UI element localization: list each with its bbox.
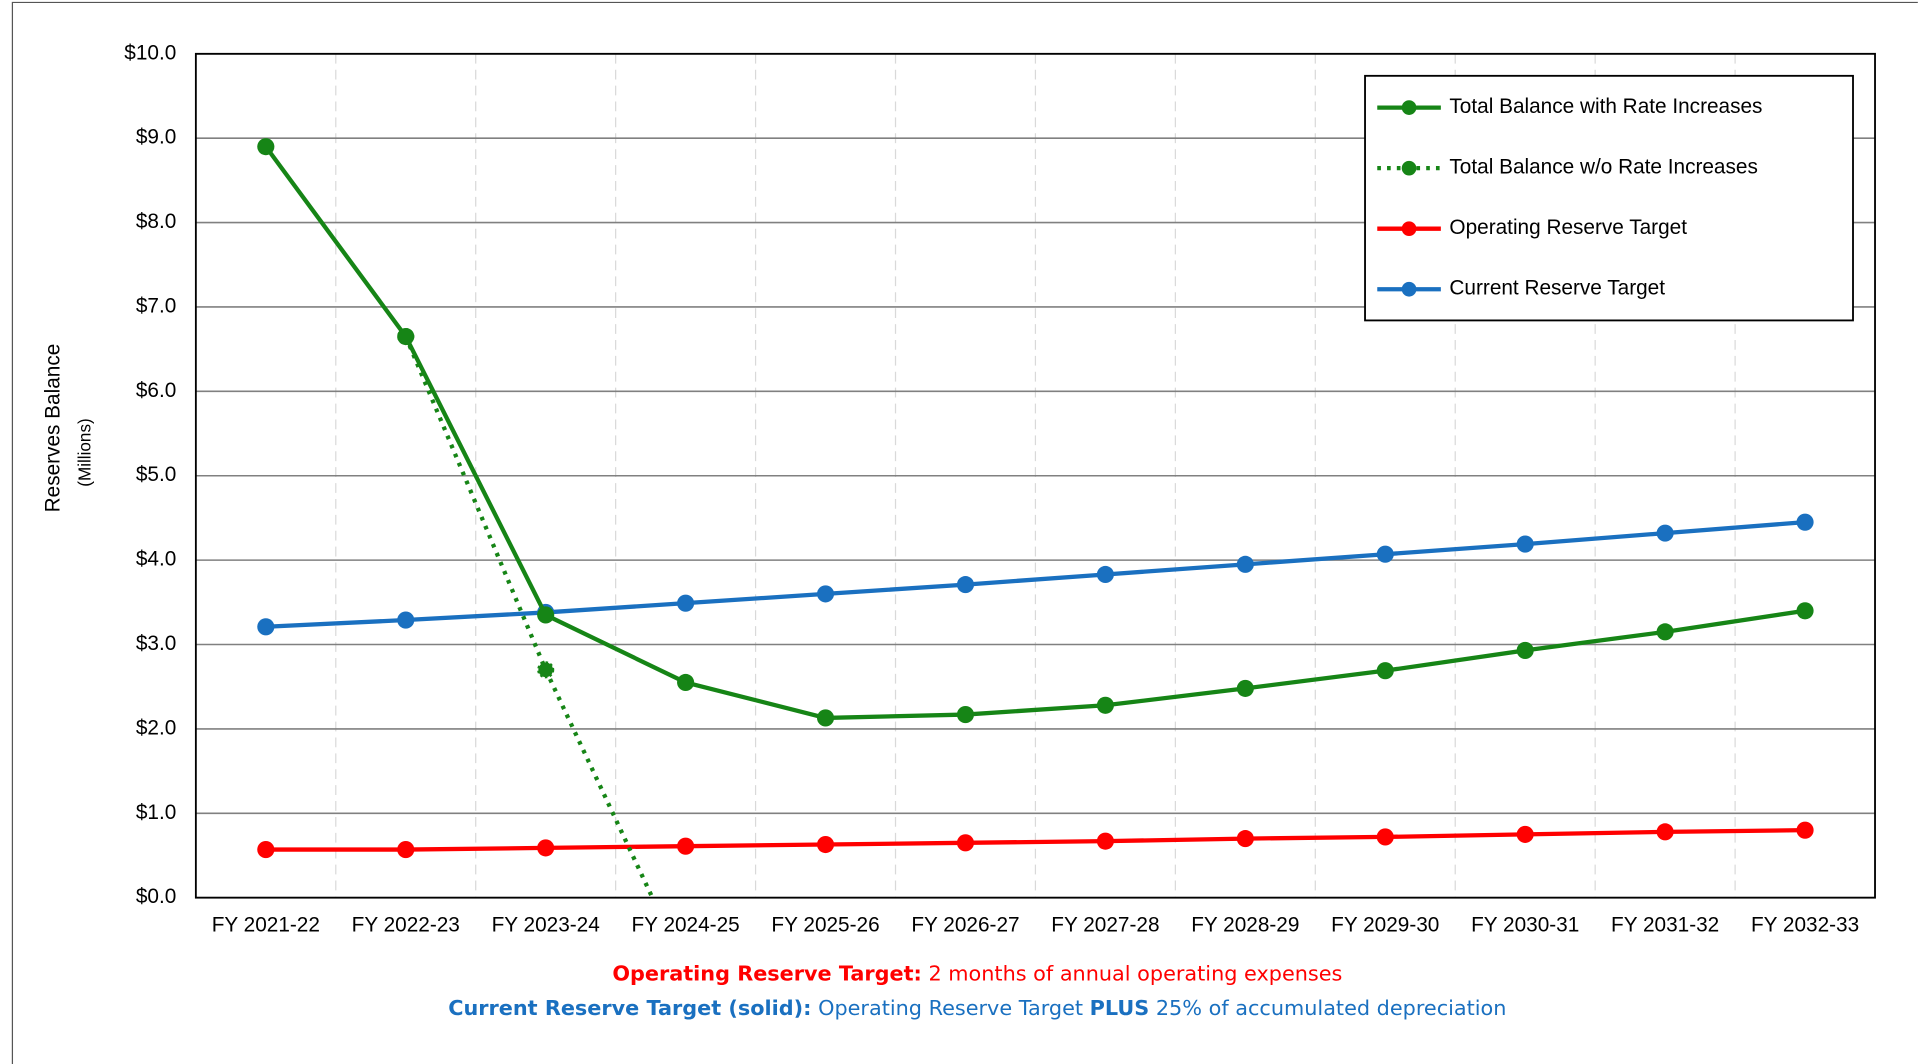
marker (1516, 535, 1534, 553)
note-part: 2 months of annual operating expenses (922, 962, 1342, 986)
x-tick-label: FY 2031-32 (1611, 913, 1719, 936)
marker (537, 606, 555, 624)
y-tick-label: $10.0 (124, 41, 176, 64)
marker (537, 661, 555, 679)
x-tick-label: FY 2032-33 (1751, 913, 1859, 936)
y-tick-label: $3.0 (136, 632, 176, 655)
x-tick-label: FY 2029-30 (1331, 913, 1439, 936)
legend-label: Current Reserve Target (1449, 277, 1665, 300)
marker (1516, 825, 1534, 843)
y-tick-label: $7.0 (136, 294, 176, 317)
y-axis-label: Reserves Balance (41, 344, 64, 513)
marker (397, 611, 415, 629)
marker (1096, 696, 1114, 714)
marker (677, 594, 695, 612)
series-line (264, 145, 1806, 721)
marker (257, 618, 275, 636)
y-tick-label: $6.0 (136, 379, 176, 402)
x-tick-label: FY 2024-25 (632, 913, 740, 936)
marker (1376, 545, 1394, 563)
marker (1656, 823, 1674, 841)
x-tick-label: FY 2021-22 (212, 913, 320, 936)
y-tick-label: $0.0 (136, 885, 176, 908)
marker (816, 585, 835, 603)
marker (1236, 679, 1254, 697)
legend-box (1364, 74, 1854, 322)
y-tick-label: $1.0 (136, 801, 176, 824)
legend-label: Total Balance w/o Rate Increases (1449, 156, 1757, 179)
note: Current Reserve Target (solid): Operatin… (448, 996, 1506, 1020)
marker (816, 835, 835, 854)
series-line (265, 520, 1806, 629)
note: Operating Reserve Target: 2 months of an… (612, 962, 1342, 986)
y-tick-label: $8.0 (136, 210, 176, 233)
marker (1656, 623, 1674, 641)
marker (397, 841, 415, 859)
marker (1236, 830, 1254, 848)
legend-marker (1401, 160, 1417, 176)
series-line (265, 828, 1806, 852)
legend-marker (1401, 221, 1417, 237)
legend-label: Total Balance with Rate Increases (1449, 95, 1762, 118)
marker (1096, 832, 1114, 850)
marker (1376, 828, 1394, 846)
series-line (403, 335, 655, 898)
marker (956, 576, 975, 594)
x-tick-label: FY 2028-29 (1191, 913, 1299, 936)
marker (1376, 662, 1394, 680)
note-part: Current Reserve Target (solid): (448, 996, 811, 1020)
marker (1096, 565, 1114, 584)
marker (1236, 555, 1254, 573)
marker (677, 673, 695, 692)
legend-marker (1401, 100, 1417, 115)
legend-marker (1401, 281, 1417, 297)
marker (816, 709, 835, 727)
marker (537, 839, 555, 857)
y-tick-label: $2.0 (136, 716, 176, 739)
y-tick-label: $5.0 (136, 463, 176, 486)
marker (397, 327, 415, 346)
legend-label: Operating Reserve Target (1449, 216, 1687, 239)
note-part: Operating Reserve Target: (612, 962, 922, 986)
x-tick-label: FY 2027-28 (1051, 913, 1159, 936)
note-part: PLUS (1090, 996, 1150, 1020)
marker (1796, 602, 1814, 620)
marker (1796, 821, 1814, 839)
marker (257, 138, 275, 156)
plot-area (257, 138, 1814, 898)
marker (1796, 513, 1814, 531)
note-part: 25% of accumulated depreciation (1149, 996, 1506, 1020)
plot-border (194, 52, 1876, 899)
y-axis-sublabel: (Millions) (75, 418, 94, 486)
marker (1656, 524, 1674, 542)
marker (677, 837, 695, 855)
marker (956, 705, 975, 724)
x-tick-label: FY 2030-31 (1471, 913, 1579, 936)
x-tick-label: FY 2022-23 (352, 913, 460, 936)
x-tick-label: FY 2023-24 (492, 913, 600, 936)
note-part: Operating Reserve Target (812, 996, 1090, 1020)
x-tick-label: FY 2026-27 (911, 913, 1019, 936)
x-tick-label: FY 2025-26 (771, 913, 879, 936)
y-tick-label: $4.0 (136, 548, 176, 571)
marker (1516, 641, 1534, 659)
marker (956, 834, 975, 852)
frame (11, 1, 1918, 1064)
y-tick-label: $9.0 (136, 126, 176, 149)
marker (257, 841, 275, 859)
